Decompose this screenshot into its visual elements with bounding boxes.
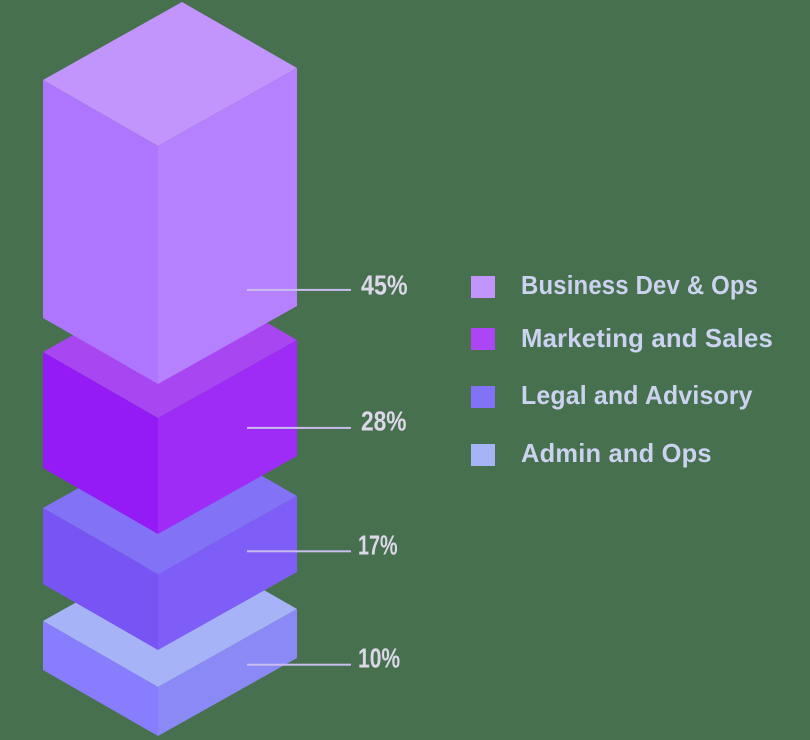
svg-text:Legal and Advisory: Legal and Advisory [521,382,753,411]
svg-text:Marketing and Sales: Marketing and Sales [521,325,773,353]
svg-text:Business Dev & Ops: Business Dev & Ops [521,271,758,300]
svg-text:Admin and Ops: Admin and Ops [521,440,712,468]
svg-text:17%: 17% [358,530,398,561]
svg-text:45%: 45% [361,271,408,301]
svg-text:28%: 28% [361,406,407,437]
svg-text:10%: 10% [358,644,400,675]
